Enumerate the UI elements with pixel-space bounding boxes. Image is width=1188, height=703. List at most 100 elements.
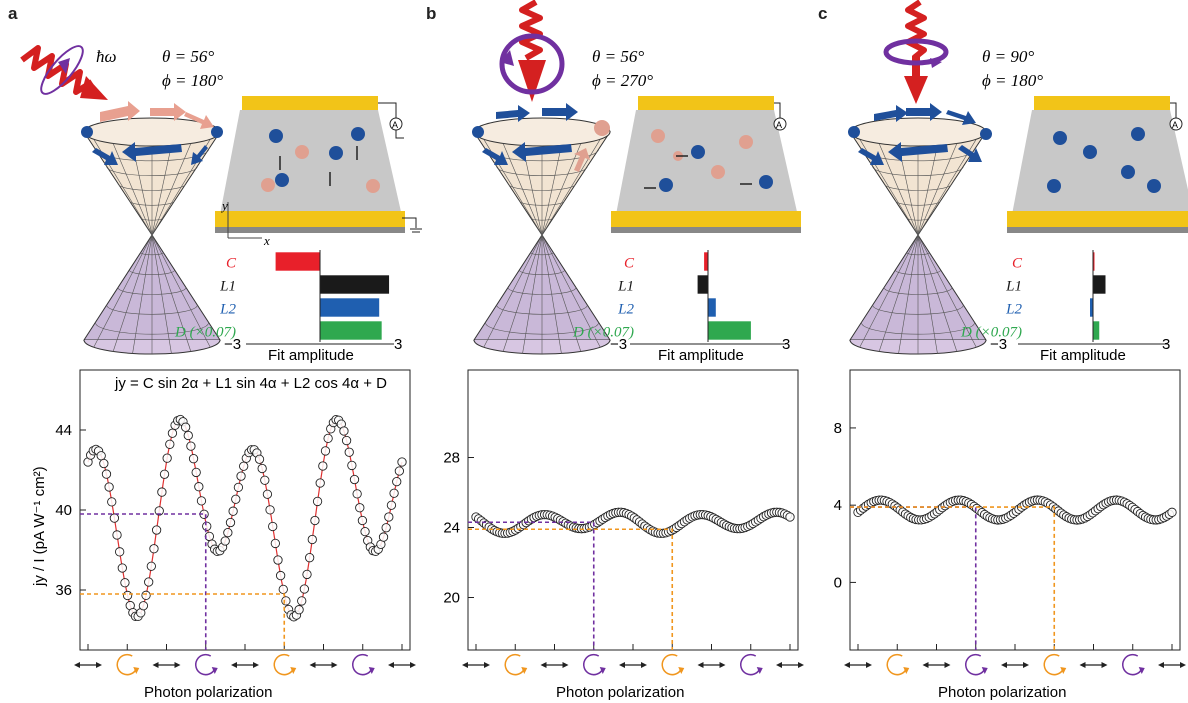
panel-c-graphics: θ = 90° ϕ = 180° A C L1 L2 D (×0.07) Fit am… bbox=[834, 0, 1188, 701]
device-schematic: A bbox=[611, 96, 801, 233]
data-point bbox=[194, 482, 204, 492]
fit-amplitude-chart: C L1 L2 D (×0.07) bbox=[960, 250, 1168, 345]
ammeter-label: A bbox=[392, 120, 398, 130]
cone-grid-line bbox=[917, 234, 977, 348]
arrowhead bbox=[331, 662, 338, 668]
data-point bbox=[275, 570, 286, 581]
x-axis-label: Photon polarization bbox=[556, 684, 684, 701]
data-point bbox=[196, 496, 207, 506]
arrowhead bbox=[462, 662, 468, 668]
arrowhead bbox=[1001, 662, 1007, 668]
fit-amplitude-chart: C L1 L2 D (×0.07) bbox=[174, 250, 394, 345]
fit-amplitude-label: Fit amplitude bbox=[658, 347, 744, 364]
spin-arrows bbox=[81, 101, 223, 165]
y-tick-label: 8 bbox=[834, 420, 842, 437]
phi-label: ϕ = 180° bbox=[162, 71, 223, 90]
cone-grid-line bbox=[112, 234, 153, 352]
cone-grid-line bbox=[878, 234, 919, 352]
arrowhead bbox=[1060, 667, 1067, 674]
arrowhead bbox=[1158, 662, 1164, 668]
data-point bbox=[223, 527, 233, 538]
arrowhead bbox=[484, 662, 490, 668]
photocurrent-plot: 36 40 44 bbox=[55, 369, 411, 651]
arrowhead bbox=[231, 662, 237, 668]
theta-label: θ = 56° bbox=[592, 47, 644, 66]
theta-label: θ = 90° bbox=[982, 47, 1034, 66]
data-point bbox=[349, 474, 360, 485]
data-point bbox=[392, 476, 402, 487]
arrowhead bbox=[719, 662, 726, 668]
y-tick-label: 28 bbox=[443, 450, 460, 467]
data-point bbox=[281, 596, 291, 606]
panel-b-graphics: θ = 56° ϕ = 270° A C L1 L2 D (×0.07) Fit am… bbox=[443, 0, 804, 701]
bar-label: C bbox=[1012, 256, 1023, 272]
data-point bbox=[341, 435, 352, 446]
circular-polarization-icon bbox=[116, 653, 137, 676]
arrowhead bbox=[562, 662, 569, 668]
cone-grid-line bbox=[502, 143, 543, 236]
circular-polarization-icon bbox=[273, 653, 294, 676]
bar-C bbox=[1093, 252, 1095, 271]
cone-grid-line bbox=[132, 234, 153, 354]
x-axis-label: Photon polarization bbox=[144, 684, 272, 701]
arrowhead bbox=[96, 662, 102, 668]
cone-grid-line bbox=[541, 139, 601, 236]
tick-min: −3 bbox=[224, 336, 241, 353]
data-point bbox=[310, 515, 320, 526]
data-point bbox=[320, 446, 331, 456]
data-point bbox=[96, 451, 106, 461]
data-point bbox=[299, 584, 310, 594]
spin-arrows bbox=[848, 103, 992, 165]
data-point bbox=[162, 453, 172, 463]
arrowhead bbox=[521, 667, 528, 674]
bar-L2 bbox=[320, 298, 380, 317]
data-point bbox=[167, 428, 178, 438]
data-point bbox=[294, 605, 304, 615]
arrowhead bbox=[174, 662, 181, 668]
bar-label: L1 bbox=[1005, 279, 1022, 295]
arrowhead bbox=[152, 662, 159, 668]
dirac-cone-diagram bbox=[83, 117, 221, 355]
arrowhead bbox=[776, 662, 782, 668]
data-point bbox=[265, 505, 275, 515]
panel-b: b θ = 56° ϕ = 270° A bbox=[396, 0, 804, 703]
arrowhead bbox=[133, 667, 140, 674]
arrowhead bbox=[798, 662, 804, 668]
arrowhead bbox=[253, 662, 259, 668]
bar-label: L2 bbox=[617, 302, 634, 318]
circular-polarization-icon bbox=[583, 653, 604, 676]
tick-min: −3 bbox=[610, 336, 627, 353]
data-point bbox=[180, 422, 191, 432]
bar-L1 bbox=[697, 275, 708, 294]
arrowhead bbox=[866, 662, 872, 668]
arrowhead bbox=[903, 667, 910, 674]
guide-purple bbox=[850, 506, 977, 650]
bar-label: C bbox=[226, 256, 237, 272]
arrowhead bbox=[309, 662, 316, 668]
cone-grid-line bbox=[151, 234, 192, 352]
arrowhead bbox=[1079, 662, 1086, 668]
data-point bbox=[315, 478, 325, 488]
bar-label: D (×0.07) bbox=[960, 325, 1022, 341]
y-tick-label: 0 bbox=[834, 574, 842, 591]
data-point bbox=[357, 515, 368, 526]
ammeter-label: A bbox=[1172, 120, 1178, 130]
data-point bbox=[233, 482, 244, 493]
phi-label: ϕ = 270° bbox=[592, 71, 653, 90]
circular-polarization-icon bbox=[1122, 653, 1143, 676]
arrowhead bbox=[388, 662, 394, 668]
data-point bbox=[120, 578, 130, 588]
data-point bbox=[394, 466, 405, 476]
bar-C bbox=[704, 252, 708, 271]
arrowhead bbox=[1138, 667, 1145, 674]
data-point bbox=[1167, 507, 1177, 517]
arrowhead bbox=[756, 667, 763, 674]
guide-orange bbox=[850, 506, 1056, 650]
bar-D bbox=[320, 321, 382, 340]
arrowhead bbox=[1023, 662, 1029, 668]
data-point bbox=[154, 506, 164, 516]
data-point bbox=[302, 569, 312, 580]
cone-grid-line bbox=[93, 234, 153, 348]
bar-D bbox=[1093, 321, 1100, 340]
cone-grid-line bbox=[917, 234, 958, 352]
